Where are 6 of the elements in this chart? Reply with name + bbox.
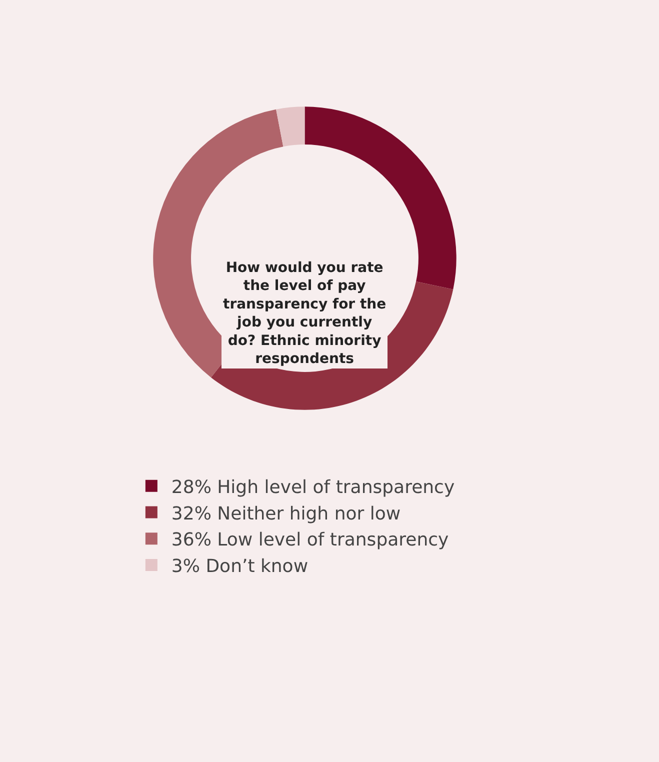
donut-slice: [276, 106, 305, 147]
legend-label: 3% Don’t know: [171, 556, 308, 578]
text: How would you rate the level of pay transparency for the job you currently do? Ethnic minority respondents: [223, 260, 386, 367]
legend-label: 36% Low level of transparency: [171, 530, 450, 551]
legend-label: 28% High level of transparency: [171, 476, 455, 498]
legend-label: 32% Neither high nor low: [171, 503, 401, 524]
